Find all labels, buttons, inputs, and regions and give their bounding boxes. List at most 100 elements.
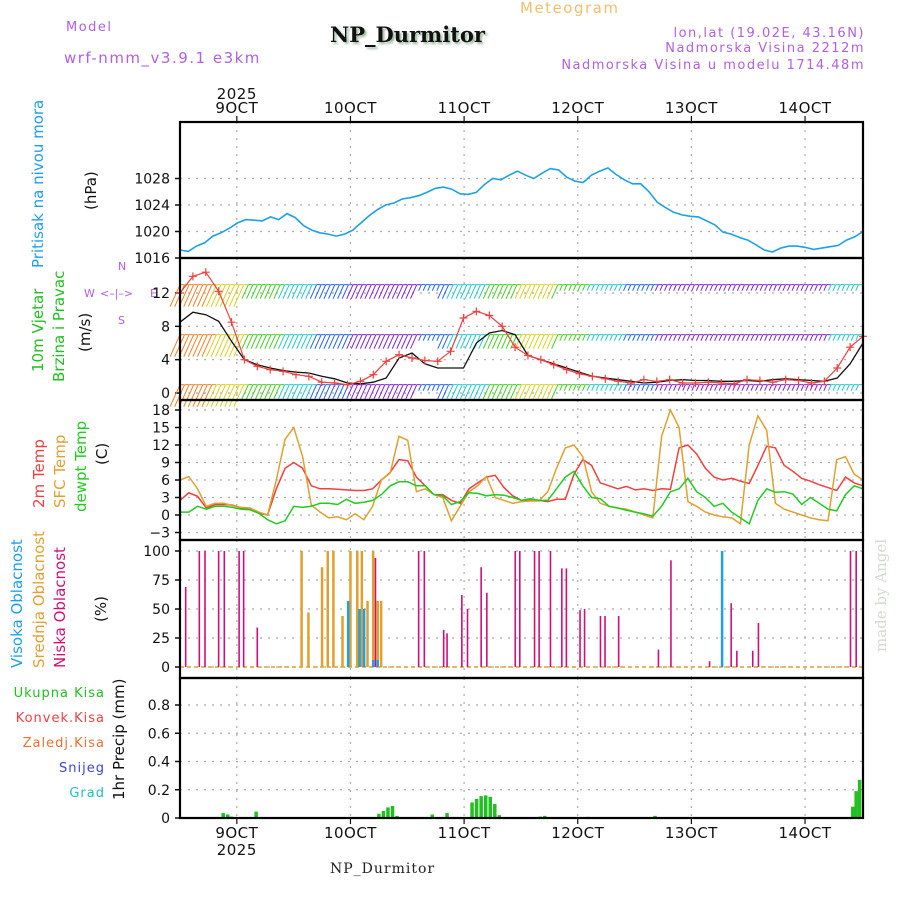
wind-barb [469, 334, 477, 349]
precip-total-bar [857, 779, 862, 818]
wind-barb [264, 334, 272, 349]
wind-barb [464, 284, 472, 299]
wind-barb [768, 284, 773, 291]
x-tick-label-top: 14OCT [779, 99, 832, 117]
wind-barb [636, 334, 641, 341]
wind-barb [577, 334, 582, 341]
wind-barb [695, 284, 700, 291]
precip-total-bar [254, 811, 258, 818]
wind-barb [546, 334, 554, 349]
wind-barb [714, 384, 718, 391]
temp-line-2m-temp [179, 444, 864, 516]
wind-barb [387, 334, 395, 349]
wind-barb [250, 384, 258, 399]
wind-barb [469, 284, 477, 299]
y-tick-label: 100 [143, 544, 170, 560]
wind-barb [846, 334, 850, 341]
wind-gust-marker [601, 374, 610, 383]
wind-barb [210, 284, 222, 307]
wind-barb [773, 384, 777, 391]
wind-barb [632, 334, 636, 341]
wind-barb [246, 284, 254, 299]
wind-barb [300, 334, 308, 349]
wind-barb [855, 284, 859, 291]
wind-barb [777, 334, 782, 341]
low-cloud-bar [736, 650, 738, 667]
wind-barb [668, 384, 673, 391]
precip-total-bar [488, 796, 492, 818]
low-cloud-bar [533, 551, 536, 667]
wind-barb [410, 334, 418, 349]
wind-barb [359, 284, 368, 299]
wind-barb [519, 284, 527, 299]
wind-barb [532, 384, 541, 399]
x-tick-label-bottom: 11OCT [438, 824, 491, 842]
x-tick-label-top: 11OCT [438, 99, 491, 117]
low-cloud-bar [757, 622, 760, 667]
wind-barb [491, 334, 500, 349]
low-cloud-bar [565, 568, 568, 667]
wind-barb [650, 284, 655, 291]
wind-barb [206, 384, 217, 407]
wind-barb [373, 284, 381, 299]
wind-barb [568, 384, 573, 391]
wind-barb [691, 334, 695, 341]
wind-barb [405, 284, 413, 299]
wind-gust-marker [691, 379, 700, 387]
wind-barb [187, 284, 199, 307]
wind-barb [183, 334, 195, 357]
y-tick-label: 4 [161, 353, 170, 369]
wind-barb [723, 284, 727, 291]
wind-barb [618, 384, 623, 391]
low-cloud-bar [604, 615, 606, 667]
wind-barb [609, 384, 614, 391]
wind-barb [300, 284, 308, 299]
wind-barb [600, 334, 604, 341]
low-cloud-bar [242, 551, 245, 667]
wind-barb [837, 284, 841, 291]
wind-barb [523, 284, 532, 299]
wind-barb [369, 284, 377, 299]
wind-barb [259, 384, 267, 399]
legend-snow: Snijeg [59, 761, 105, 776]
wind-gust-marker [536, 355, 545, 364]
wind-barb [636, 284, 641, 291]
wind-gust-marker [188, 272, 197, 281]
wind-barb [405, 334, 413, 349]
wind-barb [391, 284, 400, 299]
wind-gust-marker [755, 376, 764, 385]
wind-barb [436, 284, 440, 291]
wind-barb [659, 334, 664, 341]
precip-total-bar [221, 813, 225, 818]
wind-gust-marker [549, 360, 558, 369]
y-tick-label: 0.2 [148, 783, 170, 799]
wind-barb [241, 384, 249, 399]
wind-barb [369, 384, 377, 399]
coordinates: lon,lat (19.02E, 43.16N) [673, 26, 865, 41]
wind-barb [418, 384, 422, 391]
wind-barb [782, 384, 787, 391]
wind-barb [309, 384, 318, 399]
wind-barb [800, 334, 805, 341]
high-cloud-bar [346, 600, 350, 667]
wind-barb [654, 384, 659, 391]
wind-barb [532, 334, 541, 349]
wind-barb [332, 334, 340, 349]
wind-barb [800, 384, 805, 391]
wind-barb [613, 284, 618, 291]
wind-barb [505, 284, 513, 299]
wind-barb [827, 384, 832, 391]
wind-barb [437, 384, 445, 399]
wind-gust-marker [511, 343, 520, 352]
wind-barb [364, 284, 372, 299]
model-label: Model [66, 20, 113, 35]
wind-barb [282, 334, 290, 349]
wind-barb [582, 384, 586, 391]
wind-barb [750, 384, 755, 391]
wind-barb [268, 284, 277, 299]
wind-barb [827, 284, 832, 291]
low-cloud-bar [657, 649, 660, 667]
wind-barb [291, 334, 299, 349]
wind-barb [460, 384, 468, 399]
low-cloud-bar [561, 568, 563, 667]
